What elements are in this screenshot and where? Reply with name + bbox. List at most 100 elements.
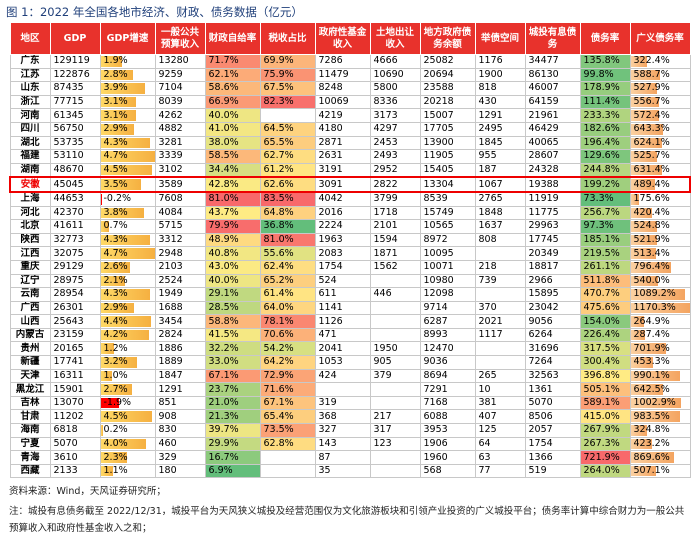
value-cell: 319	[314, 395, 371, 411]
cell-text: 2493	[373, 150, 398, 162]
cell-text: 11919	[528, 193, 559, 205]
value-cell: 2.6%	[99, 259, 156, 275]
value-cell: 1900	[474, 67, 526, 83]
data-bar	[101, 207, 145, 219]
data-bar	[631, 193, 640, 205]
cell-text: 3102	[158, 164, 183, 176]
value-cell: 1291	[154, 382, 206, 397]
region-cell: 山西	[9, 314, 51, 329]
cell-text: 1361	[528, 383, 553, 395]
value-cell: 15007	[419, 108, 476, 123]
cell-text: 34477	[528, 55, 559, 67]
data-bar	[101, 248, 154, 259]
cell-text: 15749	[423, 206, 454, 218]
data-bar	[631, 316, 644, 327]
data-bar	[631, 110, 660, 121]
value-cell: 1170.3%	[629, 300, 691, 316]
value-cell: 642.5%	[629, 382, 691, 397]
value-cell: 4.3%	[99, 287, 156, 302]
cell-text: 安徽	[20, 178, 40, 190]
value-cell: 329	[154, 450, 206, 465]
value-cell: 2453	[369, 135, 421, 151]
cell-text: 36.8%	[263, 220, 294, 232]
cell-text: 1754	[528, 437, 553, 449]
data-bar	[101, 234, 150, 246]
value-cell: -0.2%	[99, 191, 156, 207]
value-cell: 29.1%	[204, 287, 261, 302]
region-cell: 青海	[9, 450, 51, 465]
region-cell: 甘肃	[9, 409, 51, 425]
cell-text: 99.8%	[583, 68, 614, 80]
cell-text: 721.9%	[583, 451, 620, 463]
data-bar	[101, 110, 137, 121]
cell-text: 53735	[53, 136, 84, 148]
cell-text: 7104	[158, 82, 183, 94]
value-cell: 4882	[154, 121, 206, 137]
table-row: 贵州 20165 1.2% 1886 32.2% 54.2% 2041 1950 12470 31…	[9, 341, 691, 357]
value-cell: 99.8%	[579, 67, 631, 83]
cell-text: 86130	[528, 68, 559, 80]
cell-text: 5715	[158, 220, 183, 232]
value-cell: 67.1%	[204, 368, 261, 384]
cell-text: 35	[318, 465, 331, 477]
cell-text: 4.5%	[103, 410, 128, 422]
value-cell: 34477	[524, 54, 581, 69]
cell-text: 7264	[528, 356, 553, 368]
value-cell: 7286	[314, 54, 371, 69]
value-cell: 327	[314, 423, 371, 438]
data-bar	[101, 164, 153, 176]
cell-text: 154.0%	[583, 315, 620, 327]
value-cell: 1089.2%	[629, 287, 691, 302]
region-cell: 贵州	[9, 341, 51, 357]
cell-text: 8039	[158, 96, 183, 108]
cell-text: 1.1%	[103, 465, 128, 477]
region-cell: 宁夏	[9, 436, 51, 452]
value-cell: 513.4%	[629, 246, 691, 261]
cell-text: 955	[478, 150, 497, 162]
cell-text: 21961	[528, 109, 559, 121]
column-header: 土地出让收入	[369, 22, 421, 55]
value-cell: 4297	[369, 121, 421, 137]
value-cell: 19388	[524, 176, 581, 193]
value-cell: 2057	[524, 423, 581, 438]
cell-text: 72.9%	[263, 369, 294, 381]
value-cell: 1688	[154, 300, 206, 316]
value-cell: 2495	[474, 121, 526, 137]
value-cell: 58.5%	[204, 149, 261, 164]
cell-text: 20349	[528, 247, 559, 259]
cell-text: 4.5%	[103, 164, 128, 176]
value-cell: 505.1%	[579, 382, 631, 397]
region-cell: 云南	[9, 287, 51, 302]
cell-text: 10069	[318, 96, 349, 108]
region-cell: 山东	[9, 81, 51, 96]
value-cell: 5070	[49, 436, 101, 452]
value-cell: 25082	[419, 54, 476, 69]
column-header: 税收占比	[259, 22, 316, 55]
value-cell: 267.3%	[579, 436, 631, 452]
value-cell: 7168	[419, 395, 476, 411]
data-bar	[631, 438, 652, 450]
cell-text: 青海	[20, 451, 40, 463]
value-cell: 6264	[524, 327, 581, 343]
value-cell: 527.9%	[629, 81, 691, 96]
value-cell: 3589	[154, 176, 206, 193]
cell-text: 16311	[53, 369, 84, 381]
cell-text: 71.6%	[263, 383, 294, 395]
cell-text: 505.1%	[583, 383, 620, 395]
cell-text: 415.0%	[583, 410, 620, 422]
cell-text: 24328	[528, 164, 559, 176]
value-cell: 53110	[49, 149, 101, 164]
value-cell: 420.4%	[629, 205, 691, 221]
cell-text: 453.3%	[633, 356, 670, 368]
value-cell: 2.9%	[99, 300, 156, 316]
cell-text: 40.0%	[208, 274, 239, 286]
cell-text: 78.1%	[263, 315, 294, 327]
cell-text: 13304	[423, 178, 454, 190]
value-cell: 2.3%	[99, 450, 156, 465]
cell-text: 3191	[318, 164, 343, 176]
value-cell: 524.8%	[629, 219, 691, 234]
value-cell: 10690	[369, 67, 421, 83]
value-cell: 73.5%	[259, 423, 316, 438]
cell-text: 66.9%	[208, 96, 239, 108]
cell-text: 42370	[53, 206, 84, 218]
